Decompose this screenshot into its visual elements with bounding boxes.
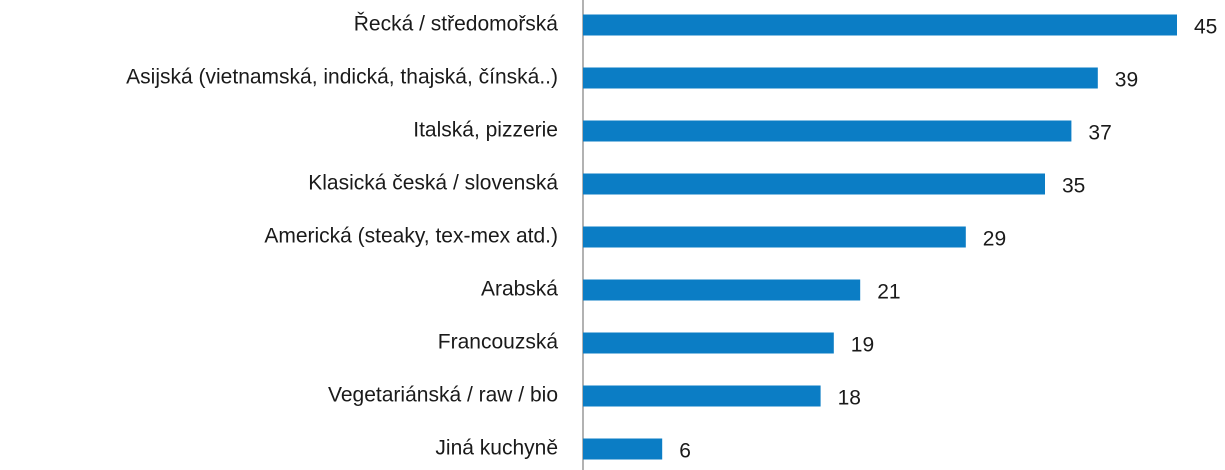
category-label: Americká (steaky, tex-mex atd.) <box>264 225 558 248</box>
bar <box>583 67 1098 89</box>
value-label: 45 <box>1194 16 1217 39</box>
category-label: Řecká / středomořská <box>354 13 559 36</box>
value-label: 35 <box>1062 175 1085 198</box>
bar <box>583 438 663 460</box>
value-label: 37 <box>1088 122 1111 145</box>
category-label: Vegetariánská / raw / bio <box>328 384 558 407</box>
category-label: Asijská (vietnamská, indická, thajská, č… <box>126 66 558 89</box>
bar <box>583 332 834 354</box>
category-label: Arabská <box>481 278 558 301</box>
bar <box>583 173 1045 195</box>
bar <box>583 385 821 407</box>
value-label: 18 <box>838 387 861 410</box>
category-label: Francouzská <box>438 331 559 354</box>
bar <box>583 120 1072 142</box>
bar <box>583 279 861 301</box>
category-label: Klasická česká / slovenská <box>308 172 558 195</box>
value-label: 19 <box>851 334 874 357</box>
bar <box>583 14 1177 36</box>
bar <box>583 226 966 248</box>
category-label: Jiná kuchyně <box>435 437 558 460</box>
value-label: 21 <box>877 281 900 304</box>
value-label: 39 <box>1115 69 1138 92</box>
category-label: Italská, pizzerie <box>413 119 558 142</box>
value-label: 6 <box>679 440 691 463</box>
value-label: 29 <box>983 228 1006 251</box>
